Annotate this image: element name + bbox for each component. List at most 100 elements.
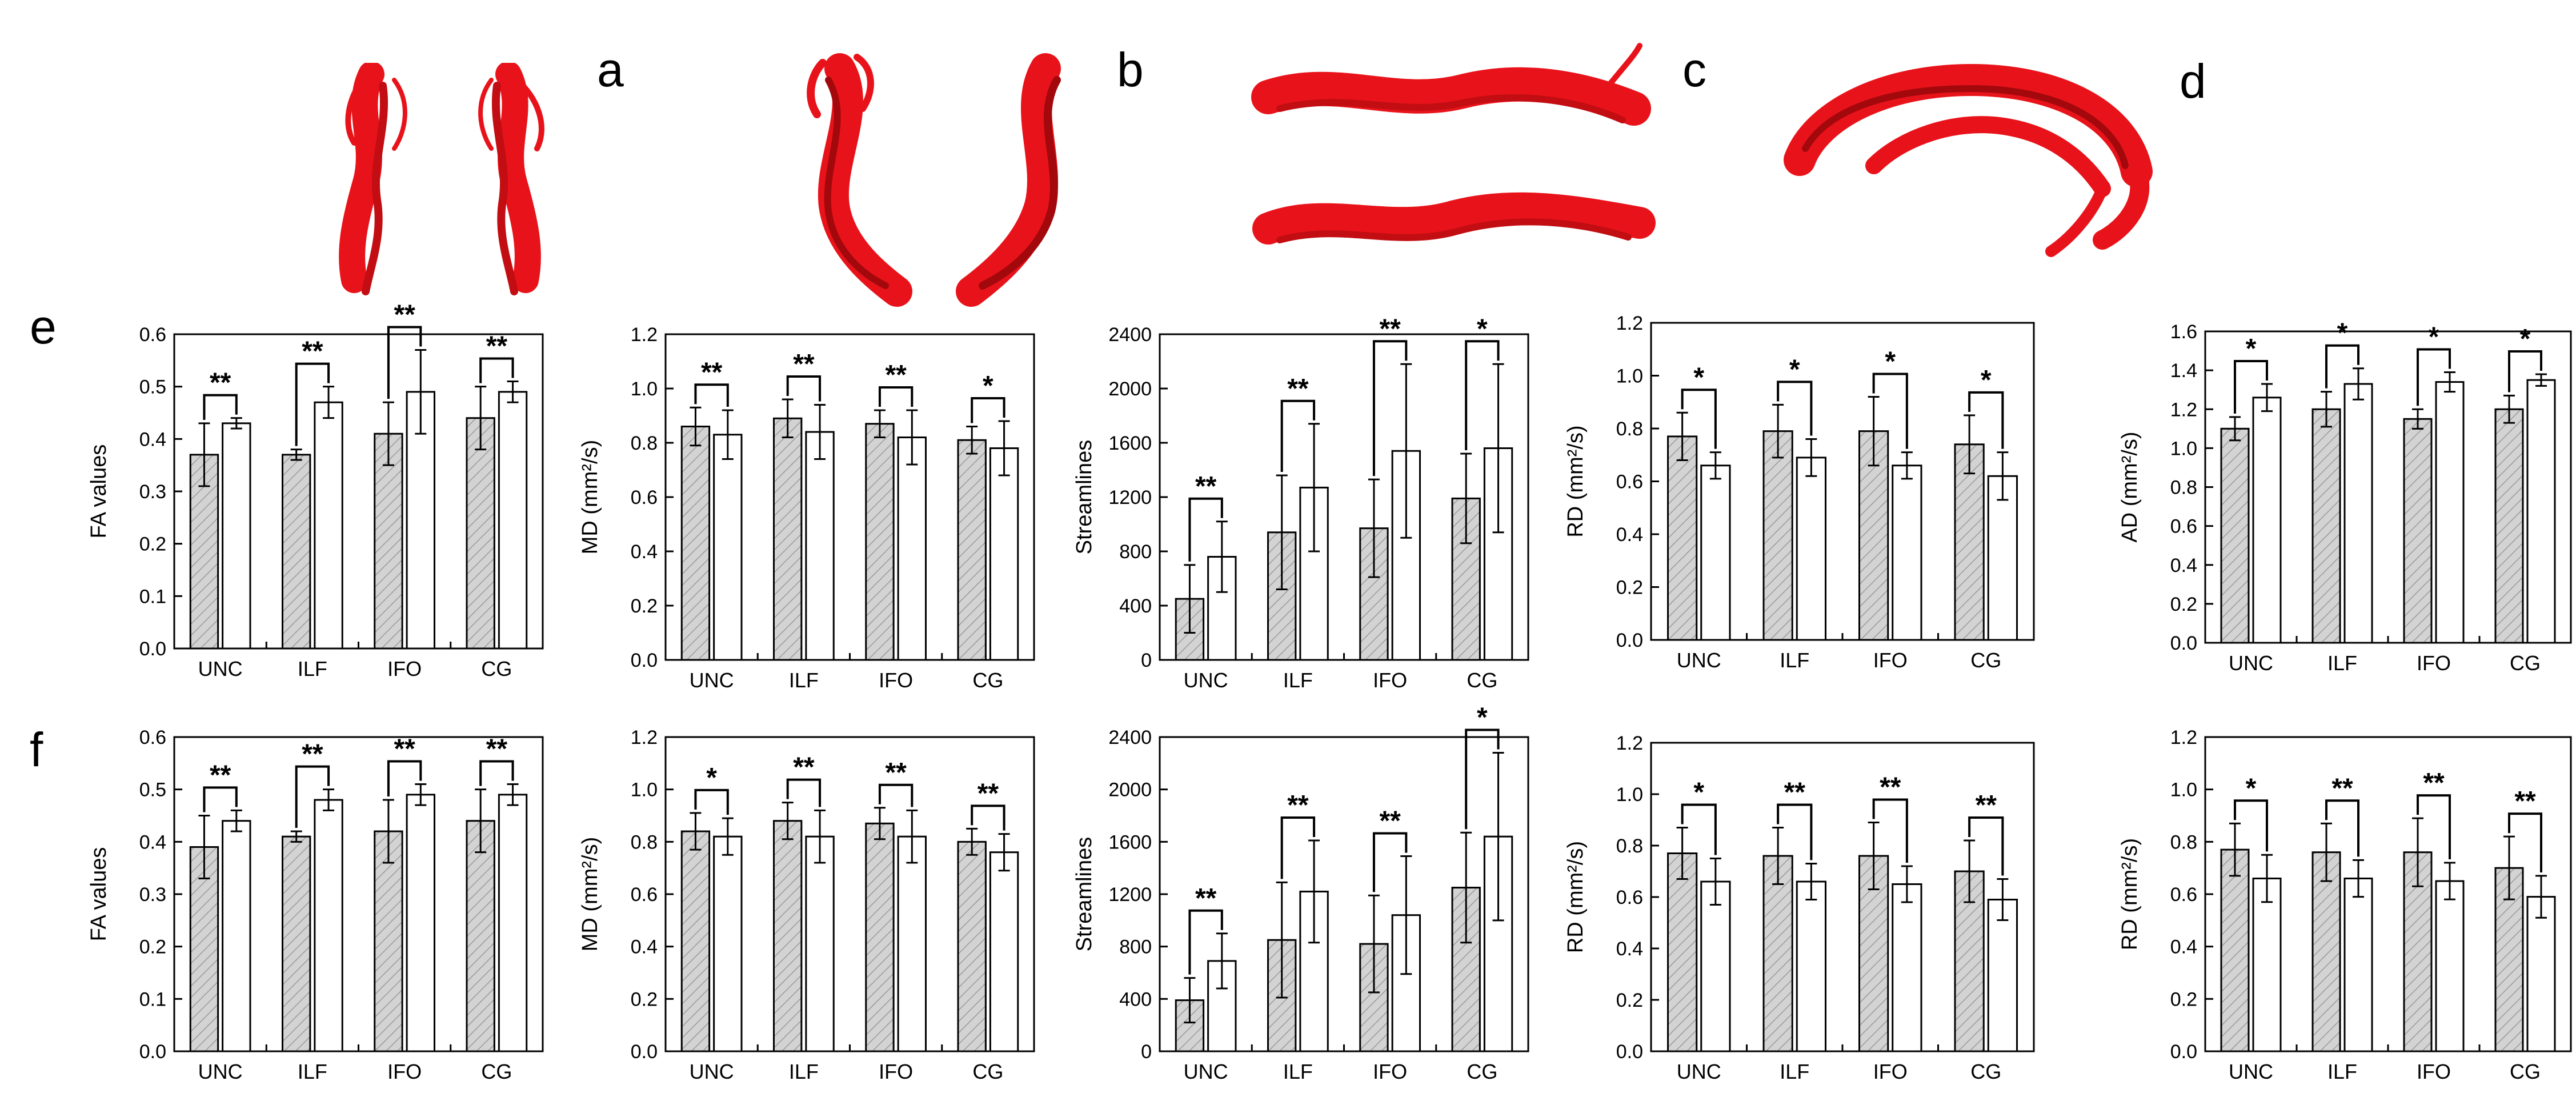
significance-bracket xyxy=(1968,816,2004,876)
x-tick-label: ILF xyxy=(2327,1060,2357,1083)
bar-open xyxy=(498,794,528,1052)
significance-bracket xyxy=(694,383,729,407)
bar-open xyxy=(498,391,528,650)
y-tick-label: 0.2 xyxy=(631,988,658,1010)
y-tick-label: 400 xyxy=(1119,595,1152,617)
bar-open xyxy=(1796,880,1826,1052)
x-tick-label: IFO xyxy=(2417,1060,2451,1083)
x-tick-label: ILF xyxy=(1780,1060,1809,1083)
bar-hatched xyxy=(2494,408,2524,644)
y-tick-label: 0.6 xyxy=(1616,887,1643,908)
significance-marker: ** xyxy=(394,734,415,764)
significance-marker: * xyxy=(1789,354,1800,385)
significance-marker: ** xyxy=(1195,883,1217,914)
x-tick-label: IFO xyxy=(879,668,913,692)
bar-hatched xyxy=(466,820,495,1052)
x-tick-label: IFO xyxy=(387,657,422,680)
bar-hatched xyxy=(1667,435,1698,641)
x-tick-label: ILF xyxy=(1283,1060,1313,1083)
chart-e-3: 0 400 800 1200 1600 2000 2400 Streamlines ** UNC *… xyxy=(1072,314,1529,692)
significance-bracket xyxy=(1280,399,1316,472)
y-tick-label: 1.2 xyxy=(1616,313,1643,334)
panel-label-e: e xyxy=(30,300,57,354)
tract-image-inferior-fronto-occipital xyxy=(1251,43,1656,245)
y-tick-label: 1.2 xyxy=(2170,399,2197,421)
bar-hatched xyxy=(2220,848,2250,1052)
x-tick-label: CG xyxy=(1970,1060,2001,1083)
x-tick-label: ILF xyxy=(2327,651,2357,675)
y-tick-label: 1.2 xyxy=(1616,732,1643,754)
bar-open xyxy=(713,434,743,661)
bar-open xyxy=(2343,878,2373,1052)
chart-e-5: 0.0 0.2 0.4 0.6 0.8 1.0 1.2 1.4 1.6 AD (mm²/s) * UN… xyxy=(2118,318,2572,675)
tract-image-inferior-longitudinal xyxy=(807,53,1061,307)
x-tick-label: UNC xyxy=(1677,648,1721,672)
significance-bracket xyxy=(878,783,914,807)
bar-hatched xyxy=(2403,418,2433,644)
x-tick-label: UNC xyxy=(198,1060,243,1083)
y-tick-label: 0.2 xyxy=(1616,990,1643,1011)
bar-open xyxy=(713,835,743,1052)
significance-marker: ** xyxy=(701,357,723,387)
y-tick-label: 0.4 xyxy=(139,429,166,450)
y-tick-label: 0.8 xyxy=(1616,418,1643,440)
chart-f-2: 0.0 0.2 0.4 0.6 0.8 1.0 1.2 MD (mm²/s) * UNC ** ILF… xyxy=(578,727,1035,1083)
y-tick-label: 1.4 xyxy=(2170,360,2197,382)
y-tick-label: 1600 xyxy=(1108,831,1152,853)
y-tick-label: 0.2 xyxy=(631,595,658,617)
significance-bracket xyxy=(694,788,729,815)
y-axis-label: MD (mm²/s) xyxy=(578,837,602,951)
bar-open xyxy=(1892,883,1922,1052)
y-tick-label: 0.8 xyxy=(2170,477,2197,499)
significance-marker: ** xyxy=(2423,768,2445,798)
significance-marker: ** xyxy=(486,734,508,764)
significance-marker: * xyxy=(2520,324,2531,354)
bar-hatched xyxy=(773,417,803,661)
x-tick-label: IFO xyxy=(879,1060,913,1083)
bar-hatched xyxy=(374,433,403,650)
y-tick-label: 0.4 xyxy=(1616,524,1643,546)
tract-image-cingulum xyxy=(1784,63,2153,257)
x-tick-label: ILF xyxy=(298,657,327,680)
significance-marker: ** xyxy=(885,758,907,788)
x-tick-label: UNC xyxy=(690,668,734,692)
y-tick-label: 0.5 xyxy=(139,377,166,398)
y-tick-label: 0.0 xyxy=(1616,630,1643,651)
y-tick-label: 1.0 xyxy=(2170,779,2197,801)
y-tick-label: 1200 xyxy=(1108,884,1152,906)
y-tick-label: 0.2 xyxy=(139,936,166,958)
significance-marker: * xyxy=(1693,778,1704,808)
y-tick-label: 0.6 xyxy=(2170,516,2197,538)
significance-marker: ** xyxy=(1976,790,1997,820)
bar-hatched xyxy=(865,822,895,1052)
bar-open xyxy=(1987,475,2018,641)
significance-marker: ** xyxy=(210,760,231,790)
bar-hatched xyxy=(189,454,219,650)
significance-bracket xyxy=(1681,389,1717,449)
bar-hatched xyxy=(282,454,311,650)
significance-marker: ** xyxy=(210,368,231,398)
y-axis-label: FA values xyxy=(87,445,111,539)
bar-open xyxy=(2252,397,2282,644)
bar-open xyxy=(2343,383,2373,644)
bar-open xyxy=(1892,465,1922,641)
y-axis-label: RD (mm²/s) xyxy=(1564,841,1588,953)
bar-hatched xyxy=(466,417,495,650)
y-tick-label: 0.4 xyxy=(1616,938,1643,960)
significance-marker: * xyxy=(2246,773,2257,803)
significance-bracket xyxy=(1372,832,1408,892)
y-tick-label: 2400 xyxy=(1108,727,1152,748)
significance-bracket xyxy=(387,760,422,796)
bar-open xyxy=(314,799,343,1052)
bar-hatched xyxy=(1762,855,1793,1052)
significance-marker: ** xyxy=(1880,772,1901,803)
y-tick-label: 0 xyxy=(1141,1041,1152,1063)
x-tick-label: CG xyxy=(2510,651,2541,675)
significance-bracket xyxy=(2508,812,2542,872)
significance-bracket xyxy=(971,804,1005,831)
significance-marker: ** xyxy=(486,331,508,362)
y-tick-label: 800 xyxy=(1119,936,1152,958)
bar-open xyxy=(805,431,835,661)
y-tick-label: 1.0 xyxy=(2170,438,2197,459)
